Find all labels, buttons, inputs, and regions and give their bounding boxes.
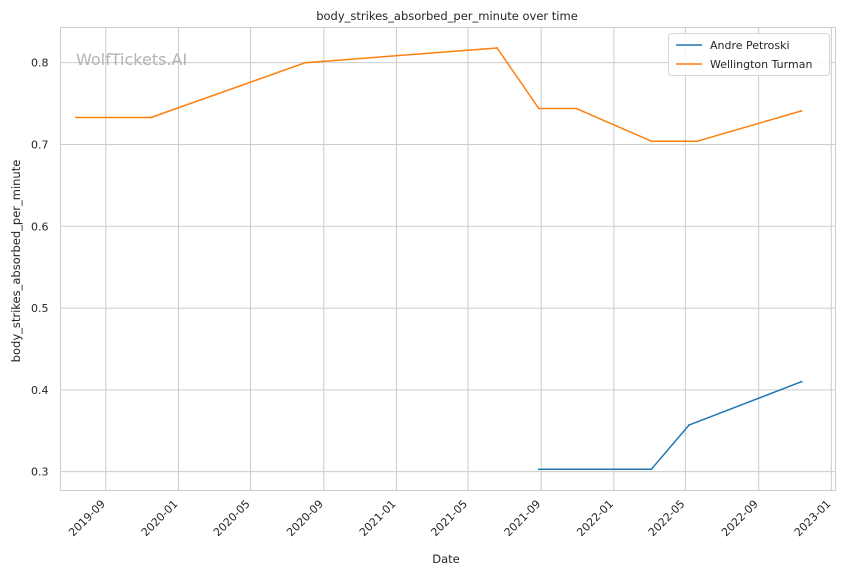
data-point: [688, 424, 690, 426]
series-layer: [75, 47, 803, 471]
data-point: [650, 468, 653, 471]
y-tick-label: 0.5: [31, 302, 49, 315]
legend-label: Andre Petroski: [710, 39, 790, 52]
data-point: [696, 140, 699, 143]
grid: [60, 27, 836, 491]
chart-title: body_strikes_absorbed_per_minute over ti…: [316, 9, 578, 23]
watermark: WolfTickets.AI: [76, 50, 187, 69]
data-point: [150, 116, 152, 119]
data-point: [304, 61, 307, 64]
legend-box: [668, 33, 830, 76]
y-tick-label: 0.8: [31, 57, 49, 70]
data-point: [537, 468, 540, 471]
data-point: [800, 110, 803, 112]
data-point: [575, 107, 578, 110]
series-line-0: [538, 381, 802, 470]
data-point: [75, 116, 77, 119]
y-tick-label: 0.3: [31, 466, 49, 479]
data-point: [800, 380, 803, 383]
y-tick-label: 0.4: [31, 384, 49, 397]
y-tick-label: 0.6: [31, 220, 49, 233]
data-point: [650, 140, 653, 143]
legend-label: Wellington Turman: [710, 58, 812, 71]
x-axis-label: Date: [432, 552, 460, 566]
y-axis-label: body_strikes_absorbed_per_minute: [9, 160, 23, 363]
y-tick-label: 0.7: [31, 138, 49, 151]
plot-frame: [60, 27, 836, 491]
data-point: [496, 47, 499, 49]
data-point: [537, 107, 540, 110]
y-tick-labels: 0.3 0.4 0.5 0.6 0.7 0.8: [31, 57, 49, 479]
legend: Andre Petroski Wellington Turman: [668, 33, 830, 76]
